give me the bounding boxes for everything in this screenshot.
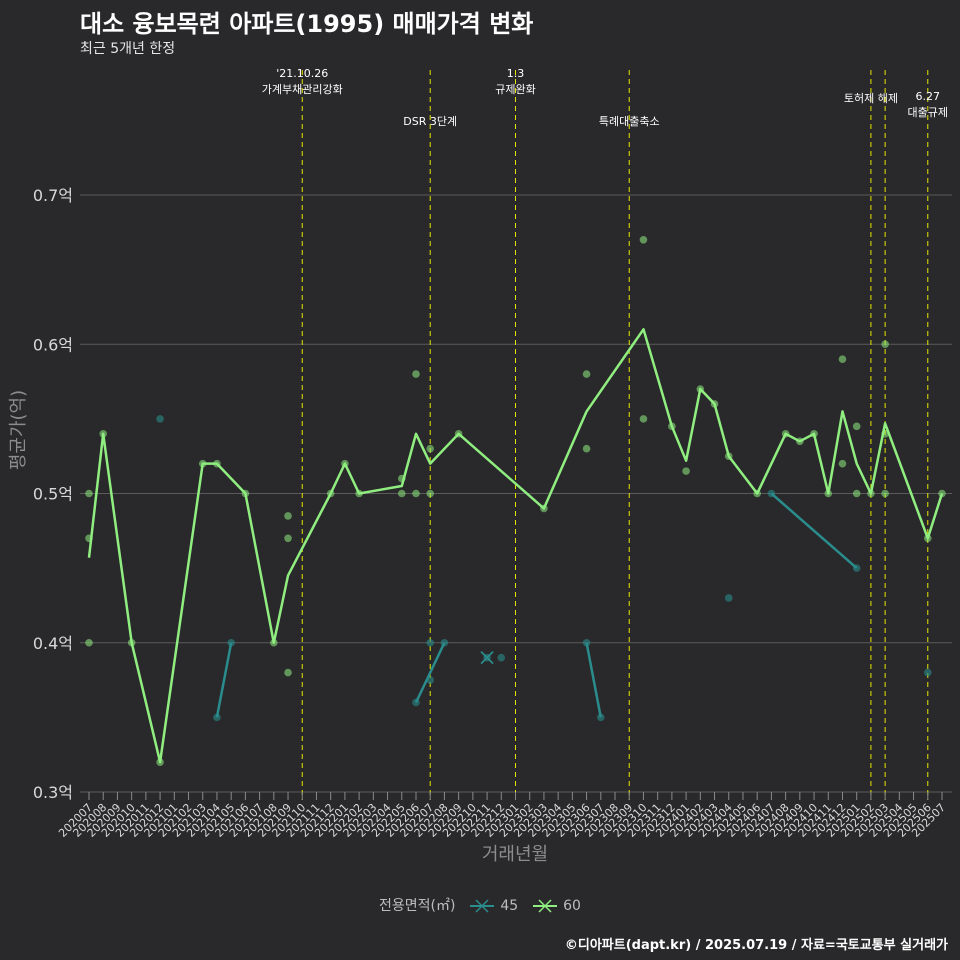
data-point-60 <box>412 489 420 498</box>
event-label: 6.27 대출규제 <box>908 90 948 119</box>
legend-key-45 <box>469 899 494 913</box>
data-point-45 <box>767 489 776 498</box>
legend-key-60 <box>532 899 557 913</box>
series-line-45 <box>215 642 233 718</box>
data-point-60 <box>682 467 690 475</box>
data-point-60 <box>753 489 761 498</box>
y-tick-label: 0.3억 <box>33 783 73 802</box>
y-tick-label: 0.7억 <box>33 186 73 205</box>
data-point-45 <box>426 676 435 684</box>
data-point-60 <box>412 370 420 378</box>
x-axis-title: 거래년월 <box>482 844 548 865</box>
data-point-60 <box>710 400 719 408</box>
data-point-60 <box>639 415 648 423</box>
data-point-60 <box>397 474 406 483</box>
data-point-60 <box>838 459 847 468</box>
data-point-60 <box>85 534 93 543</box>
data-point-60 <box>540 504 548 513</box>
data-point-60 <box>923 534 932 543</box>
data-point-60 <box>781 430 790 438</box>
chart-subtitle: 최근 5개년 한정 <box>80 41 176 57</box>
data-point-60 <box>284 668 292 677</box>
data-point-60 <box>85 489 93 498</box>
data-point-60 <box>796 437 804 446</box>
data-point-60 <box>881 340 889 349</box>
source-credit: ©디아파트(dapt.kr) / 2025.07.19 / 자료=국토교통부 실… <box>564 938 948 953</box>
legend: 전용면적(㎡) 45 60 <box>0 895 960 915</box>
series-line-45 <box>770 492 858 570</box>
data-point-60 <box>696 385 705 393</box>
data-point-60 <box>881 430 889 438</box>
data-point-60 <box>241 489 250 498</box>
data-point-45 <box>923 668 932 677</box>
data-point-60 <box>938 489 946 498</box>
data-point-60 <box>724 452 733 460</box>
legend-label-45: 45 <box>500 898 519 914</box>
data-point-60 <box>85 638 93 647</box>
data-points <box>85 235 946 766</box>
data-point-60 <box>270 638 278 647</box>
y-tick-label: 0.5억 <box>33 485 73 504</box>
event-label: 1.3 규제완화 <box>495 67 535 96</box>
data-point-45 <box>582 638 591 647</box>
event-label: 토허제 해제 <box>844 91 898 105</box>
series-lines <box>87 328 944 764</box>
legend-label-60: 60 <box>563 898 581 914</box>
data-point-60 <box>198 459 207 468</box>
event-label: '21.10.26 가계부채관리강화 <box>262 67 343 96</box>
chart-title: 대소 융보목련 아파트(1995) 매매가격 변화 <box>80 10 534 38</box>
data-point-60 <box>326 489 335 498</box>
legend-title: 전용면적(㎡) <box>379 898 456 914</box>
y-tick-label: 0.4억 <box>33 634 73 653</box>
data-point-45 <box>156 415 164 423</box>
legend-item-60: 60 <box>531 898 581 914</box>
data-point-60 <box>881 489 889 498</box>
data-point-60 <box>426 444 435 453</box>
data-point-60 <box>810 430 818 438</box>
data-point-60 <box>426 489 435 498</box>
data-point-60 <box>454 430 463 438</box>
data-point-45 <box>597 713 605 722</box>
data-point-45 <box>426 638 435 647</box>
data-point-60 <box>355 489 363 498</box>
data-point-45 <box>852 564 861 572</box>
event-label: DSR 3단계 <box>403 115 457 128</box>
data-point-60 <box>156 758 164 766</box>
data-point-60 <box>284 534 292 543</box>
data-point-45 <box>213 713 221 722</box>
y-axis-title: 평균가(억) <box>8 390 29 470</box>
data-point-45 <box>440 638 449 647</box>
y-axis-ticks: 0.3억 0.4억 0.5억 0.6억 0.7억 <box>33 186 73 802</box>
data-point-60 <box>99 430 108 438</box>
series-line-60 <box>87 328 944 764</box>
data-point-45 <box>227 638 235 647</box>
data-point-45 <box>412 698 420 707</box>
x-axis-ticks: 2020072020082020092020102020112020122021… <box>56 792 948 840</box>
data-point-45 <box>724 594 733 602</box>
event-label: 특례대출축소 <box>599 115 660 128</box>
data-point-60 <box>852 489 861 498</box>
data-point-60 <box>668 422 676 431</box>
y-tick-label: 0.6억 <box>33 335 73 354</box>
data-point-60 <box>284 512 292 520</box>
data-point-60 <box>824 489 833 498</box>
data-point-60 <box>397 489 406 498</box>
data-point-45 <box>497 653 506 662</box>
marker-x-45 <box>480 651 494 665</box>
data-point-60 <box>852 422 861 431</box>
data-point-60 <box>838 355 847 363</box>
series-line-45 <box>585 642 603 718</box>
data-point-60 <box>867 489 875 498</box>
data-point-60 <box>127 638 136 647</box>
data-point-60 <box>582 444 591 453</box>
data-point-60 <box>341 459 349 468</box>
data-point-60 <box>213 459 221 468</box>
data-point-60 <box>582 370 591 378</box>
data-point-60 <box>639 235 648 244</box>
legend-item-45: 45 <box>468 898 518 914</box>
series-line-45 <box>414 642 446 704</box>
